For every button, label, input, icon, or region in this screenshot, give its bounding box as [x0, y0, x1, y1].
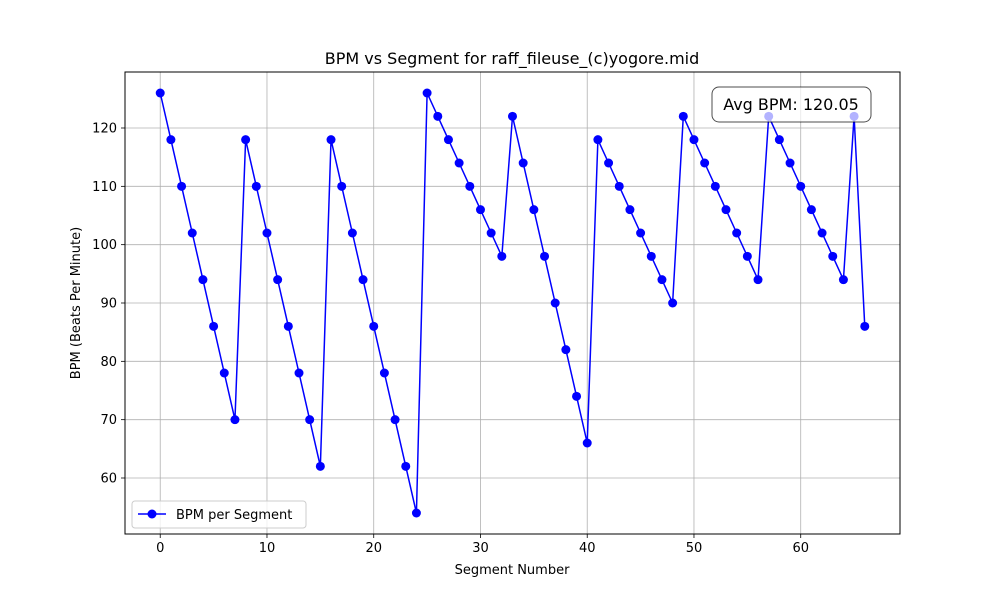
data-point	[251, 181, 261, 191]
y-axis-label: BPM (Beats Per Minute)	[69, 227, 84, 379]
y-tick-label: 90	[100, 297, 117, 312]
data-point	[326, 135, 336, 145]
data-point	[678, 111, 688, 121]
data-point	[497, 251, 507, 261]
data-point	[582, 438, 592, 448]
data-point	[614, 181, 624, 191]
x-axis-label: Segment Number	[455, 563, 571, 578]
data-point	[198, 275, 208, 285]
data-point	[540, 251, 550, 261]
data-point	[433, 111, 443, 121]
data-point	[219, 368, 229, 378]
legend: BPM per Segment	[131, 500, 307, 529]
data-point	[155, 88, 165, 98]
data-point	[796, 181, 806, 191]
data-point	[262, 228, 272, 238]
data-point	[604, 158, 614, 168]
data-point	[550, 298, 560, 308]
data-point	[315, 461, 325, 471]
data-point	[572, 391, 582, 401]
x-tick-label: 0	[156, 541, 164, 556]
data-point	[454, 158, 464, 168]
data-point	[230, 415, 240, 425]
data-point	[390, 415, 400, 425]
legend-label: BPM per Segment	[176, 508, 292, 523]
data-point	[166, 135, 176, 145]
data-point	[561, 345, 571, 355]
data-point	[593, 135, 603, 145]
data-point	[625, 205, 635, 215]
data-point	[508, 111, 517, 121]
data-point	[241, 135, 251, 145]
data-point	[721, 205, 731, 215]
x-tick-label: 60	[792, 541, 809, 556]
data-point	[486, 228, 496, 238]
data-point	[347, 228, 357, 238]
data-point	[785, 158, 795, 168]
data-point	[838, 275, 848, 285]
x-tick-label: 10	[259, 541, 276, 556]
legend-box	[131, 500, 307, 529]
data-point	[636, 228, 646, 238]
data-point	[401, 461, 411, 471]
axis-ticks: 0 10 20 30 40 50 60 60 70 80 90 100 110 120	[92, 122, 809, 557]
data-point	[806, 205, 816, 215]
data-point	[283, 321, 293, 331]
data-point	[177, 181, 187, 191]
series-layer	[155, 88, 870, 518]
data-point	[187, 228, 197, 238]
data-point	[518, 158, 528, 168]
data-point	[646, 251, 656, 261]
y-tick-label: 100	[92, 238, 117, 253]
data-point	[860, 321, 870, 331]
annotation-text: Avg BPM: 120.05	[723, 95, 859, 114]
data-point	[337, 181, 347, 191]
data-point	[689, 135, 699, 145]
data-point	[379, 368, 389, 378]
y-tick-label: 80	[100, 355, 117, 370]
data-point	[828, 251, 838, 261]
data-point	[273, 275, 283, 285]
data-point	[529, 205, 539, 215]
annotation-box	[711, 86, 872, 123]
data-point	[465, 181, 475, 191]
y-tick-label: 120	[92, 122, 117, 137]
x-tick-label: 50	[686, 541, 703, 556]
data-point	[369, 321, 379, 331]
grid	[125, 72, 900, 534]
data-point	[657, 275, 667, 285]
data-point	[668, 298, 678, 308]
data-point	[817, 228, 827, 238]
x-tick-label: 40	[579, 541, 596, 556]
data-point	[443, 135, 453, 145]
data-point	[411, 508, 421, 518]
data-point	[774, 135, 784, 145]
data-point	[422, 88, 432, 98]
data-point	[209, 321, 219, 331]
data-point	[305, 415, 315, 425]
data-point	[700, 158, 710, 168]
data-point	[710, 181, 720, 191]
avg-annotation: Avg BPM: 120.05	[711, 86, 872, 123]
data-point	[732, 228, 742, 238]
y-tick-label: 60	[100, 472, 117, 487]
x-tick-label: 30	[472, 541, 489, 556]
data-point	[475, 205, 485, 215]
chart-title: BPM vs Segment for raff_fileuse_(c)yogor…	[325, 49, 700, 69]
y-tick-label: 110	[92, 180, 117, 195]
legend-marker	[147, 509, 157, 519]
x-tick-label: 20	[365, 541, 382, 556]
data-point	[358, 275, 368, 285]
data-point	[294, 368, 304, 378]
data-point	[753, 275, 763, 285]
y-tick-label: 70	[100, 413, 117, 428]
data-point	[742, 251, 752, 261]
